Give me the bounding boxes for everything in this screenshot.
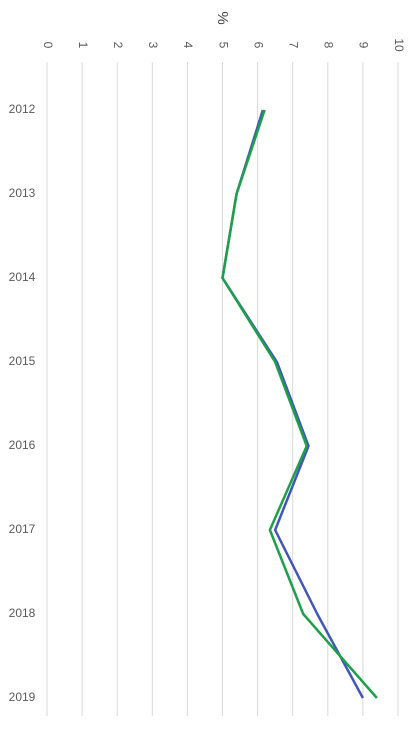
x-tick-label: 8 <box>322 42 336 49</box>
x-tick-label: 4 <box>181 42 195 49</box>
x-tick-label: 1 <box>76 42 90 49</box>
x-tick-label: 6 <box>251 42 265 49</box>
x-tick-label: 9 <box>357 42 371 49</box>
x-tick-label: 7 <box>287 42 301 49</box>
x-tick-label: 2 <box>111 42 125 49</box>
y-tick-label: 2014 <box>9 270 36 284</box>
y-tick-label: 2018 <box>9 606 36 620</box>
y-tick-label: 2019 <box>9 690 36 704</box>
axis-title: % <box>214 11 231 24</box>
x-tick-label: 0 <box>41 42 55 49</box>
y-tick-label: 2013 <box>9 186 36 200</box>
x-tick-label: 10 <box>392 38 406 52</box>
y-tick-label: 2016 <box>9 438 36 452</box>
x-tick-label: 3 <box>146 42 160 49</box>
x-tick-label: 5 <box>216 42 230 49</box>
y-tick-label: 2012 <box>9 102 36 116</box>
series-line <box>221 109 378 699</box>
y-tick-label: 2017 <box>9 522 36 536</box>
y-tick-label: 2015 <box>9 354 36 368</box>
